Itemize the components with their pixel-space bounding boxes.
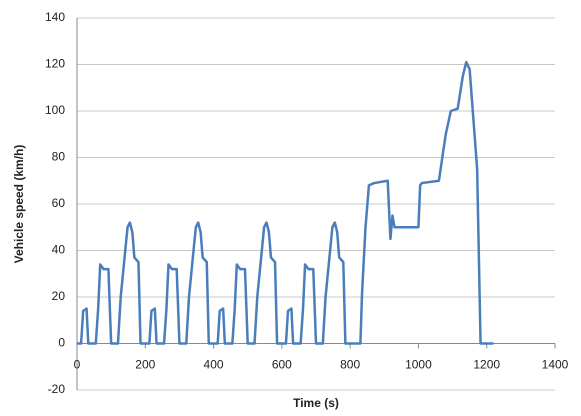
x-tick-label: 1400 (542, 358, 569, 372)
x-tick-label: 600 (272, 358, 292, 372)
y-tick-label: 0 (58, 336, 65, 350)
y-axis-title: Vehicle speed (km/h) (12, 145, 26, 264)
x-tick-label: 0 (74, 358, 81, 372)
y-tick-label: 100 (45, 103, 65, 117)
x-tick-label: 1000 (405, 358, 432, 372)
x-tick-label: 400 (204, 358, 224, 372)
x-axis-title: Time (s) (293, 396, 339, 410)
y-tick-label: 60 (52, 196, 66, 210)
y-tick-label: 20 (52, 289, 66, 303)
data-line (77, 60, 494, 345)
x-tick-label: 800 (340, 358, 360, 372)
y-tick-label: 40 (52, 243, 66, 257)
y-tick-label: 120 (45, 57, 65, 71)
y-tick-label: -20 (48, 382, 66, 396)
x-tick-label: 200 (135, 358, 155, 372)
y-tick-label: 80 (52, 150, 66, 164)
x-tick-label: 1200 (473, 358, 500, 372)
y-tick-label: 140 (45, 10, 65, 24)
